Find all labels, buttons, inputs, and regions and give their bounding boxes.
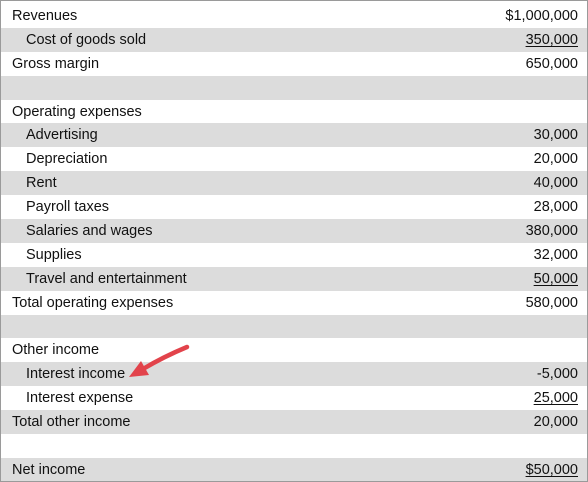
row-label: Interest expense xyxy=(26,390,134,407)
row-label: Payroll taxes xyxy=(26,199,110,216)
statement-row: Supplies 32,000 xyxy=(1,243,587,267)
row-amount: -5,000 xyxy=(536,366,578,383)
row-label: Advertising xyxy=(26,127,98,144)
row-amount: 650,000 xyxy=(525,55,578,72)
row-amount: 50,000 xyxy=(533,270,578,287)
row-label: Cost of goods sold xyxy=(26,31,147,48)
row-label: Revenues xyxy=(12,7,78,24)
statement-rows: Revenues $1,000,000 Cost of goods sold 350,… xyxy=(1,4,587,481)
row-label: Operating expenses xyxy=(12,103,142,120)
row-amount: 32,000 xyxy=(533,246,578,263)
blank-row xyxy=(1,75,587,100)
row-amount: 25,000 xyxy=(533,390,578,407)
statement-row: Other income xyxy=(1,338,587,362)
row-label: Total operating expenses xyxy=(12,294,174,311)
statement-row: Total other income 20,000 xyxy=(1,410,587,435)
blank-row xyxy=(1,434,587,458)
row-amount: 20,000 xyxy=(533,414,578,431)
statement-row: Interest income -5,000 xyxy=(1,362,587,387)
row-amount: 350,000 xyxy=(525,31,578,48)
statement-row: Net income $50,000 xyxy=(1,457,587,481)
row-label: Rent xyxy=(26,175,57,192)
row-amount: 380,000 xyxy=(525,222,578,239)
statement-row: Payroll taxes 28,000 xyxy=(1,195,587,219)
row-label: Depreciation xyxy=(26,151,108,168)
row-label: Other income xyxy=(12,342,100,359)
row-label: Net income xyxy=(12,461,86,478)
row-amount: 580,000 xyxy=(525,294,578,311)
statement-row: Advertising 30,000 xyxy=(1,123,587,148)
row-amount: $50,000 xyxy=(525,461,578,478)
statement-row: Depreciation 20,000 xyxy=(1,147,587,171)
row-label: Gross margin xyxy=(12,55,100,72)
row-label: Interest income xyxy=(26,366,126,383)
row-amount: 40,000 xyxy=(533,175,578,192)
statement-row: Operating expenses xyxy=(1,100,587,124)
statement-row: Travel and entertainment 50,000 xyxy=(1,266,587,291)
row-amount: $1,000,000 xyxy=(505,7,578,24)
row-amount: 30,000 xyxy=(533,127,578,144)
row-label: Travel and entertainment xyxy=(26,270,187,287)
row-amount: 20,000 xyxy=(533,151,578,168)
statement-row: Salaries and wages 380,000 xyxy=(1,219,587,243)
row-amount: 28,000 xyxy=(533,199,578,216)
blank-row xyxy=(1,314,587,339)
row-label: Salaries and wages xyxy=(26,222,153,239)
statement-row: Gross margin 650,000 xyxy=(1,52,587,76)
row-label: Total other income xyxy=(12,414,131,431)
row-label: Supplies xyxy=(26,246,82,263)
statement-row: Cost of goods sold 350,000 xyxy=(1,27,587,52)
statement-row: Interest expense 25,000 xyxy=(1,386,587,410)
statement-row: Total operating expenses 580,000 xyxy=(1,291,587,315)
statement-row: Rent 40,000 xyxy=(1,171,587,196)
statement-row: Revenues $1,000,000 xyxy=(1,4,587,28)
